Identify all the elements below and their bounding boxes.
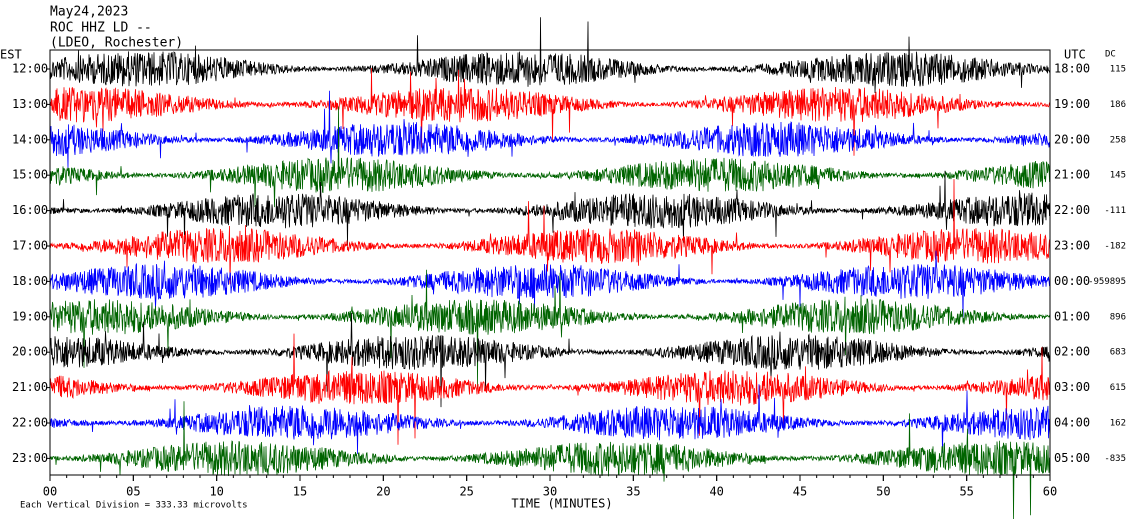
trace	[49, 401, 1051, 519]
dc-value: 683	[1110, 348, 1126, 358]
utc-label: 18:00	[1054, 62, 1090, 76]
est-label: 13:00	[12, 97, 48, 111]
dc-value: -835	[1104, 454, 1126, 464]
utc-label: 22:00	[1054, 203, 1090, 217]
title-line: ROC HHZ LD --	[50, 21, 152, 36]
title-line: (LDEO, Rochester)	[50, 36, 183, 51]
trace	[49, 384, 1051, 454]
trace	[49, 106, 1051, 208]
x-tick-label: 40	[709, 485, 723, 499]
x-tick-label: 50	[876, 485, 890, 499]
dc-value: -182	[1104, 242, 1126, 252]
est-label: 18:00	[12, 274, 48, 288]
est-label: 17:00	[12, 239, 48, 253]
left-axis-label: EST	[0, 48, 22, 62]
x-tick-label: 35	[626, 485, 640, 499]
est-label: 15:00	[12, 168, 48, 182]
right-axis-label: UTC	[1064, 48, 1086, 62]
trace	[49, 269, 1051, 387]
title-line: May24,2023	[50, 5, 128, 20]
trace	[49, 179, 1051, 285]
trace	[49, 90, 1051, 170]
trace	[49, 170, 1051, 246]
x-tick-label: 55	[959, 485, 973, 499]
traces	[49, 17, 1051, 519]
x-tick-label: 10	[209, 485, 223, 499]
dc-value: 896	[1110, 312, 1126, 322]
trace	[49, 67, 1051, 156]
est-label: 16:00	[12, 203, 48, 217]
utc-label: 01:00	[1054, 309, 1090, 323]
dc-value: 145	[1110, 171, 1126, 181]
trace	[49, 312, 1051, 408]
utc-label: 00:00	[1054, 274, 1090, 288]
x-tick-label: 00	[43, 485, 57, 499]
utc-label: 03:00	[1054, 380, 1090, 394]
x-axis-label: TIME (MINUTES)	[511, 497, 612, 511]
utc-label: 04:00	[1054, 416, 1090, 430]
est-label: 14:00	[12, 132, 48, 146]
x-tick-label: 25	[459, 485, 473, 499]
dc-value: 115	[1110, 65, 1126, 75]
est-label: 12:00	[12, 62, 48, 76]
footnote: Each Vertical Division = 333.33 microvol…	[20, 501, 248, 511]
trace	[49, 333, 1051, 445]
trace	[49, 250, 1051, 322]
x-tick-label: 05	[126, 485, 140, 499]
dc-value: -959895	[1088, 277, 1126, 287]
est-label: 21:00	[12, 380, 48, 394]
utc-label: 21:00	[1054, 168, 1090, 182]
dc-value: -111	[1104, 206, 1126, 216]
dc-value: 258	[1110, 135, 1126, 145]
x-tick-label: 60	[1043, 485, 1057, 499]
est-label: 22:00	[12, 416, 48, 430]
dc-value: 162	[1110, 419, 1126, 429]
est-label: 19:00	[12, 309, 48, 323]
trace	[49, 17, 1051, 94]
x-tick-label: 45	[793, 485, 807, 499]
x-tick-label: 20	[376, 485, 390, 499]
utc-label: 20:00	[1054, 132, 1090, 146]
dc-value: 615	[1110, 383, 1126, 393]
x-tick-label: 15	[293, 485, 307, 499]
dc-label: DC	[1105, 50, 1116, 60]
est-label: 23:00	[12, 451, 48, 465]
plot-frame	[49, 49, 1051, 476]
utc-label: 19:00	[1054, 97, 1090, 111]
utc-label: 02:00	[1054, 345, 1090, 359]
est-label: 20:00	[12, 345, 48, 359]
utc-label: 05:00	[1054, 451, 1090, 465]
x-tick-label: 30	[543, 485, 557, 499]
utc-label: 23:00	[1054, 239, 1090, 253]
dc-value: 186	[1110, 100, 1126, 110]
